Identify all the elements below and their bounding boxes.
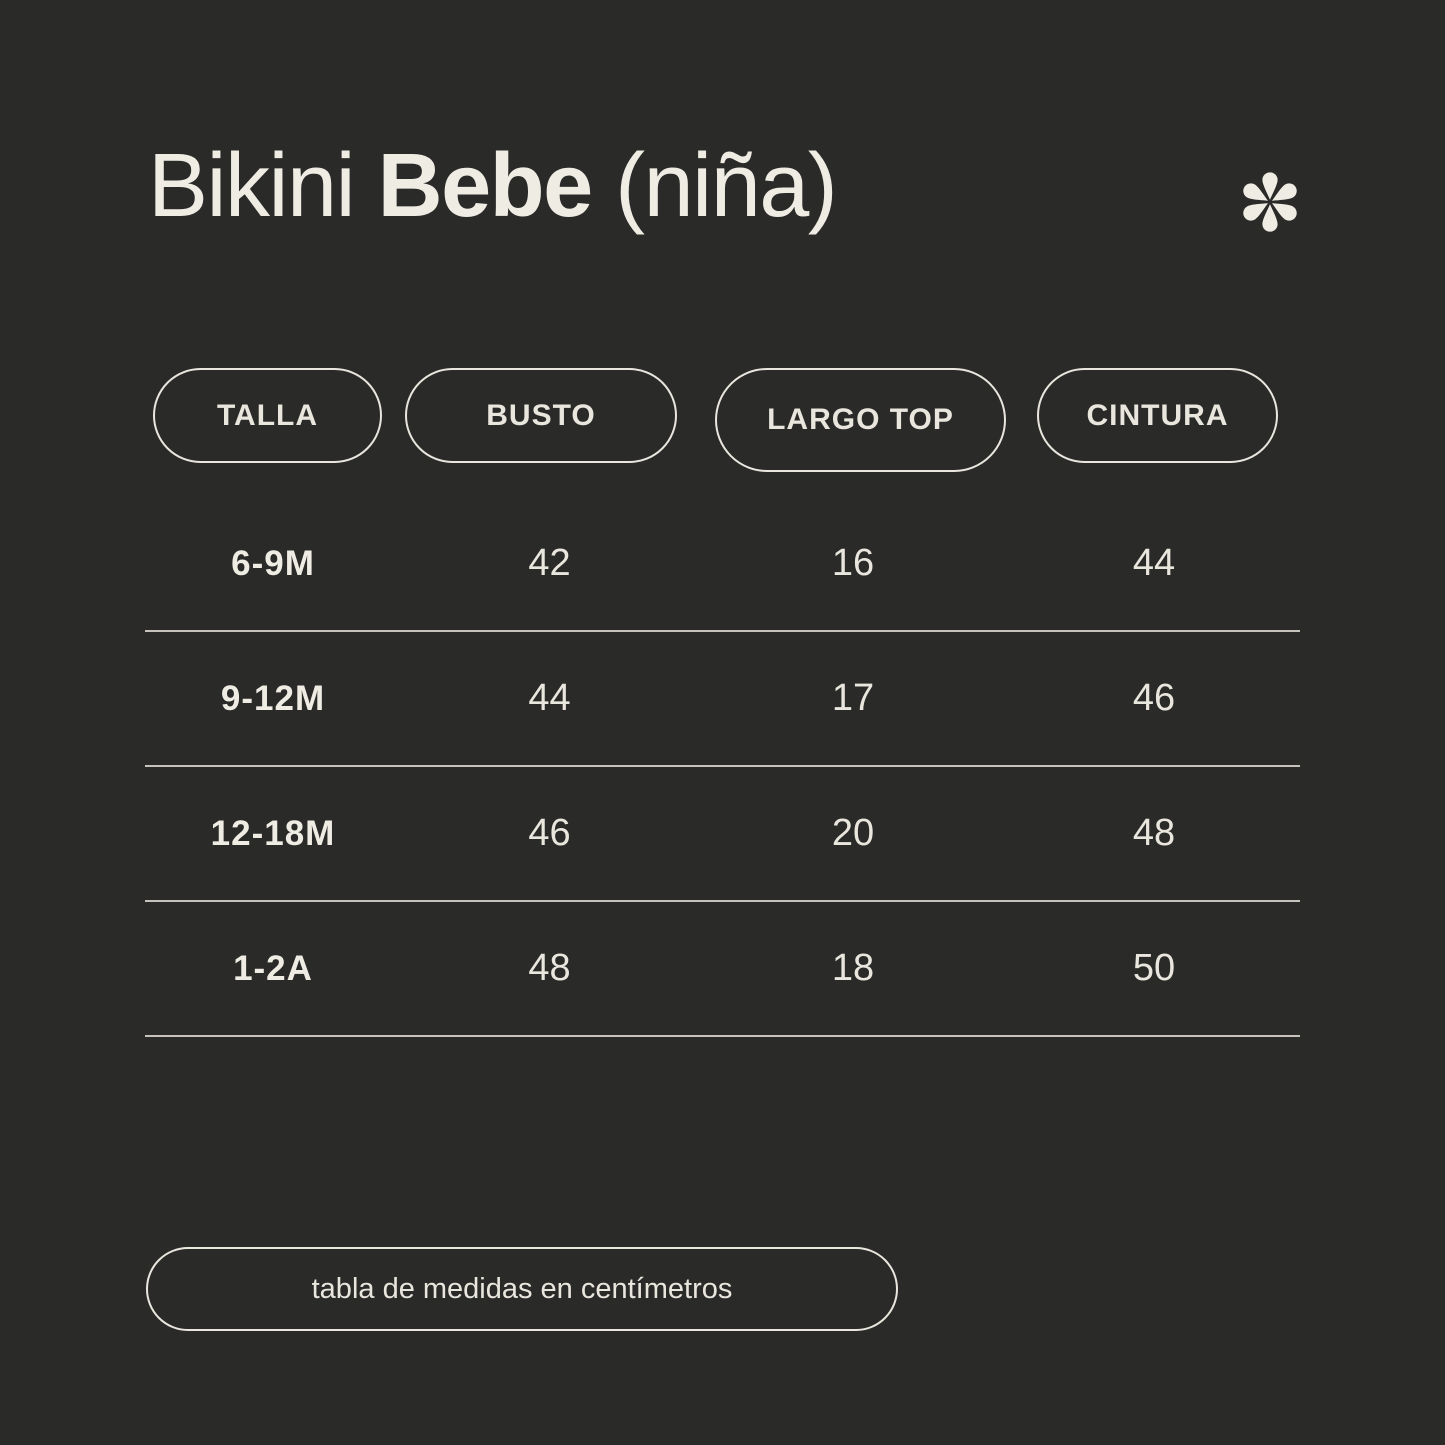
cell-size: 12-18M	[210, 813, 336, 853]
cell-busto: 42	[528, 542, 571, 584]
table-row: 6-9M 42 16 44	[145, 497, 1300, 632]
table-row: 1-2A 48 18 50	[145, 902, 1300, 1037]
cell-largo-top: 20	[831, 812, 875, 854]
cell-busto: 48	[528, 947, 571, 989]
title-product: Bikini	[148, 136, 378, 236]
column-header-talla-label: TALLA	[216, 398, 319, 432]
cell-cintura: 44	[1132, 542, 1176, 584]
cell-size: 6-9M	[231, 543, 315, 583]
cell-largo-top: 18	[831, 947, 875, 989]
cell-cintura: 50	[1132, 947, 1176, 989]
cell-largo-top: 16	[831, 542, 875, 584]
column-header-cintura: CINTURA	[1037, 368, 1278, 463]
column-header-talla: TALLA	[153, 368, 382, 463]
table-row: 12-18M 46 20 48	[145, 767, 1300, 902]
size-table: 6-9M 42 16 44 9-12M 44 17 46 12-18M 46 2…	[145, 497, 1300, 1037]
cell-busto: 44	[528, 677, 571, 719]
page-title: Bikini Bebe (niña)	[148, 130, 838, 242]
column-header-largo-top: LARGO TOP	[715, 368, 1006, 472]
asterisk-icon	[1235, 164, 1305, 240]
cell-largo-top: 17	[831, 677, 875, 719]
units-note-label: tabla de medidas en centímetros	[311, 1272, 733, 1305]
cell-size: 1-2A	[233, 948, 313, 988]
title-variant: Bebe	[377, 136, 594, 236]
column-header-largo-top-label: LARGO TOP	[767, 403, 954, 436]
column-header-busto-label: BUSTO	[486, 398, 596, 432]
column-header-cintura-label: CINTURA	[1086, 398, 1229, 432]
cell-cintura: 46	[1132, 677, 1176, 719]
cell-busto: 46	[528, 812, 571, 854]
table-row: 9-12M 44 17 46	[145, 632, 1300, 767]
cell-size: 9-12M	[220, 678, 326, 718]
units-note-pill: tabla de medidas en centímetros	[146, 1247, 898, 1331]
column-header-busto: BUSTO	[405, 368, 677, 463]
title-audience: (niña)	[591, 136, 838, 236]
cell-cintura: 48	[1132, 812, 1176, 854]
